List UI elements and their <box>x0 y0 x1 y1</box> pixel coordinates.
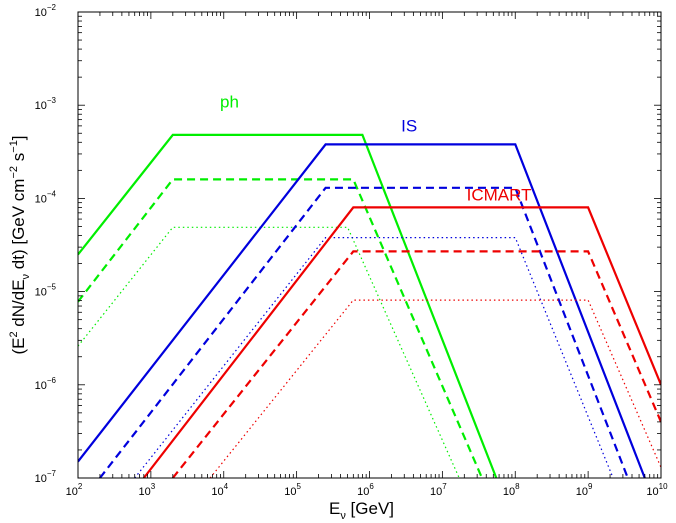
series-line-icmart-dashed <box>171 250 661 478</box>
x-tick-label: 106 <box>357 482 374 498</box>
series-label-ph: ph <box>220 92 239 111</box>
x-tick-label: 109 <box>576 482 593 498</box>
x-tick-label: 108 <box>503 482 520 498</box>
y-tick-label: 10−7 <box>35 469 57 485</box>
series-line-is-dotted <box>134 237 614 478</box>
series-layer <box>78 133 661 478</box>
y-tick-label: 10−6 <box>35 376 57 392</box>
ticks-layer <box>77 11 662 479</box>
series-line-is-dashed <box>99 186 629 478</box>
series-label-icmart: ICMART <box>467 185 532 204</box>
y-axis-title: (E2 dN/dEν dt) [GeV cm−2 s−1] <box>8 135 32 354</box>
x-tick-label: 104 <box>211 482 228 498</box>
x-tick-label: 103 <box>139 482 156 498</box>
y-tick-label: 10−5 <box>35 283 57 299</box>
x-tick-label: 1010 <box>646 482 668 498</box>
y-tick-label: 10−4 <box>35 189 57 205</box>
series-line-ph-solid <box>78 133 498 478</box>
series-line-icmart-dotted <box>209 299 661 478</box>
x-tick-label: 107 <box>430 482 447 498</box>
labels-layer: 102 103 104 105 106 107 108 109 1010 10−7 10−6 10−5… <box>35 3 668 498</box>
x-tick-label: 105 <box>284 482 301 498</box>
series-line-icmart-solid <box>142 206 661 478</box>
x-tick-label: 102 <box>66 482 83 498</box>
y-tick-label: 10−3 <box>35 96 57 112</box>
series-label-is: IS <box>401 117 417 136</box>
y-tick-label: 10−2 <box>35 3 57 19</box>
series-line-ph-dashed <box>78 178 484 478</box>
series-line-is-solid <box>78 143 646 478</box>
x-axis-title: Eν [GeV] <box>329 499 394 522</box>
